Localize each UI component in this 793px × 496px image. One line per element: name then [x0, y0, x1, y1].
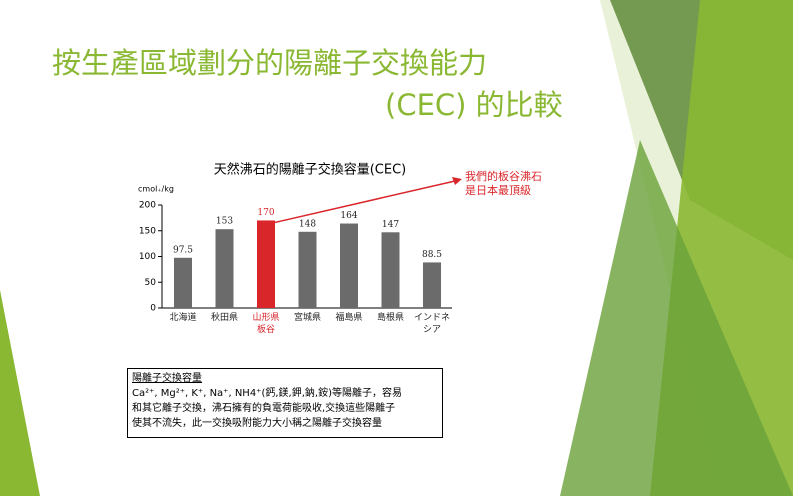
x-tick-label: 福島県 — [335, 313, 363, 323]
y-tick-label: 100 — [139, 252, 156, 262]
bar — [340, 223, 358, 308]
value-label: 147 — [382, 220, 399, 230]
bar — [423, 262, 441, 308]
note-line: 使其不流失，此一交換吸附能力大小稱之陽離子交換容量 — [132, 418, 382, 429]
y-tick-label: 150 — [139, 226, 156, 236]
bar — [174, 257, 192, 308]
x-tick-label: 宮城県 — [293, 313, 321, 323]
x-tick-label: 島根県 — [376, 313, 404, 323]
bar — [381, 232, 400, 308]
bar — [257, 220, 275, 308]
bar — [215, 229, 234, 308]
note-line: Ca²⁺, Mg²⁺, K⁺, Na⁺, NH4⁺(鈣,鎂,鉀,鈉,銨)等陽離子… — [132, 388, 402, 399]
note-box: 陽離子交換容量 Ca²⁺, Mg²⁺, K⁺, Na⁺, NH4⁺(鈣,鎂,鉀,… — [127, 368, 443, 438]
value-label: 170 — [257, 208, 274, 218]
annotation: 我們的板谷沸石 是日本最頂級 — [465, 170, 542, 197]
value-label: 148 — [299, 219, 316, 229]
x-tick-label: 山形県 板谷 — [252, 313, 280, 335]
title: 按生產區域劃分的陽離子交換能力 — [52, 46, 488, 80]
arrow-head — [452, 177, 462, 185]
value-label: 164 — [340, 211, 357, 221]
value-label: 97.5 — [173, 245, 193, 255]
y-tick-label: 0 — [150, 304, 156, 314]
annotation-arrow — [274, 180, 456, 224]
bar — [298, 231, 317, 308]
decor — [0, 290, 40, 496]
y-tick-label: 50 — [145, 278, 157, 288]
y-axis-label: cmol₊/kg — [138, 185, 174, 194]
x-tick-label: 秋田県 — [210, 313, 238, 323]
x-tick-label: インドネシア — [413, 313, 450, 335]
note-line: 和其它離子交換，沸石擁有的負電荷能吸收,交換這些陽離子 — [132, 403, 396, 414]
value-label: 153 — [216, 217, 233, 227]
value-label: 88.5 — [422, 250, 442, 260]
y-tick-label: 200 — [139, 201, 156, 211]
decor — [560, 140, 793, 496]
chart-title: 天然沸石的陽離子交換容量(CEC) — [214, 162, 407, 178]
x-tick-label: 北海道 — [169, 313, 197, 323]
title: (CEC) 的比較 — [385, 88, 563, 122]
note-title: 陽離子交換容量 — [132, 373, 202, 384]
